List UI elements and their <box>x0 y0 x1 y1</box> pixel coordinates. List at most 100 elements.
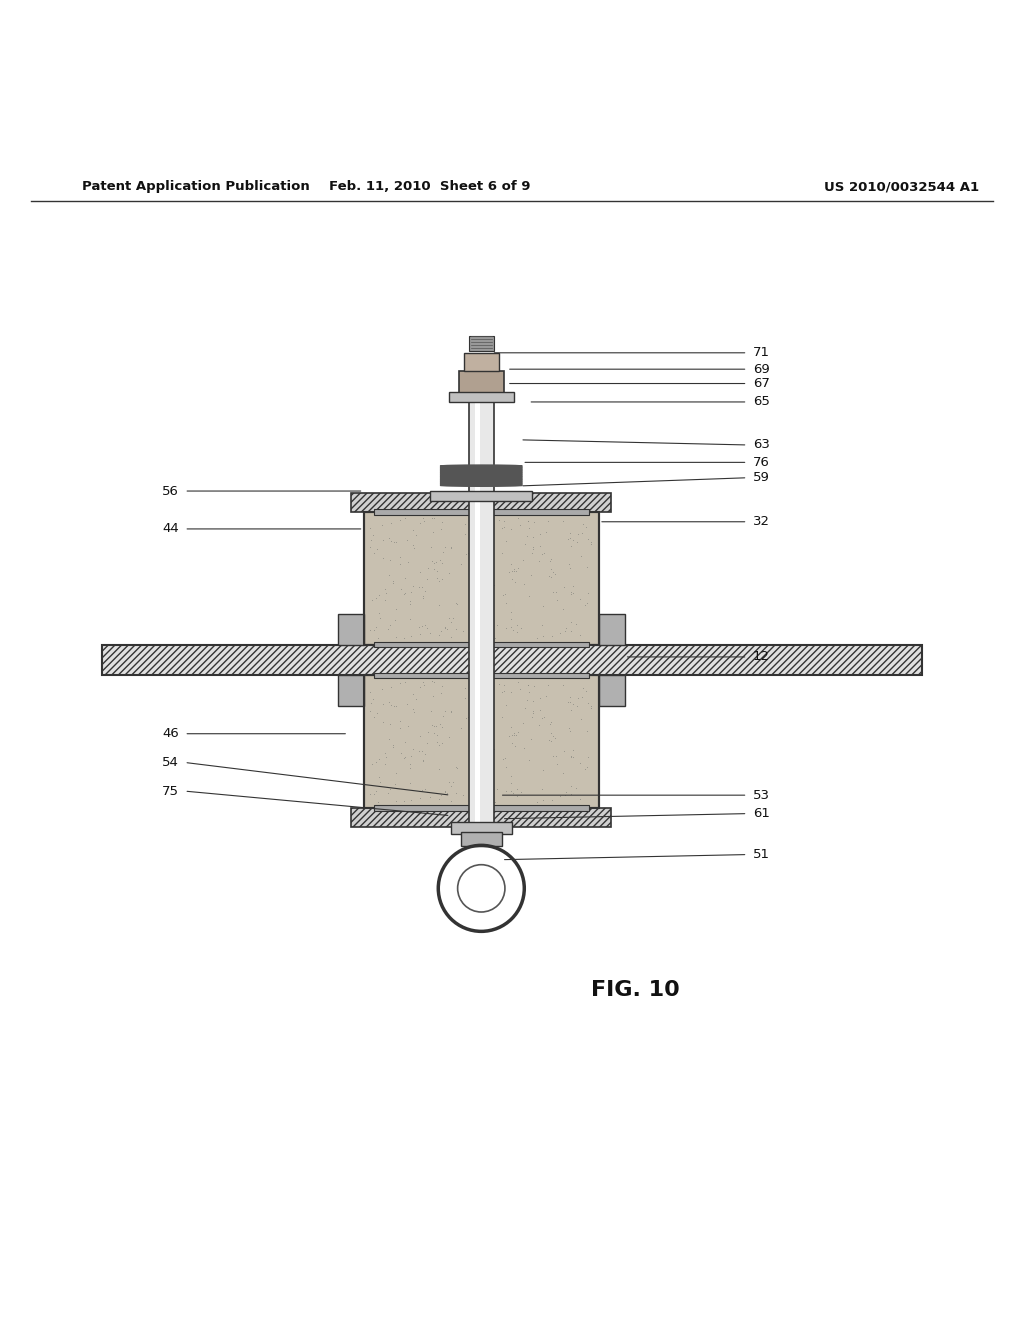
Point <box>378 747 394 768</box>
Point <box>516 697 532 718</box>
Point <box>545 725 561 746</box>
Point <box>490 673 507 694</box>
Point <box>375 529 391 550</box>
Point <box>414 615 430 636</box>
Point <box>404 535 421 556</box>
Point <box>471 788 487 809</box>
Point <box>432 714 449 735</box>
Point <box>497 583 513 605</box>
Point <box>570 524 587 545</box>
Point <box>449 619 465 640</box>
Point <box>504 569 520 590</box>
Point <box>541 730 557 751</box>
Point <box>523 727 540 748</box>
Point <box>380 619 396 640</box>
Point <box>471 623 487 644</box>
Point <box>375 711 391 733</box>
Point <box>406 702 422 723</box>
Point <box>579 556 595 577</box>
Point <box>471 583 487 605</box>
Point <box>548 582 564 603</box>
Point <box>371 767 387 788</box>
Point <box>498 531 514 552</box>
Point <box>374 678 390 700</box>
Point <box>430 594 446 615</box>
Bar <box>364 676 599 808</box>
Bar <box>469 335 494 351</box>
Point <box>409 524 425 545</box>
Point <box>519 689 536 710</box>
Point <box>412 623 428 644</box>
Point <box>482 677 499 698</box>
Point <box>516 533 532 554</box>
Point <box>504 733 520 754</box>
Point <box>540 511 556 532</box>
Point <box>415 587 431 609</box>
Point <box>383 676 399 697</box>
Point <box>496 585 512 606</box>
Point <box>375 693 391 714</box>
Point <box>572 624 589 645</box>
Point <box>365 590 381 611</box>
Point <box>572 545 589 566</box>
Point <box>477 735 494 756</box>
Point <box>368 780 384 801</box>
Point <box>387 598 403 619</box>
Point <box>477 572 494 593</box>
Point <box>515 713 531 734</box>
Point <box>419 733 435 754</box>
Point <box>565 583 582 605</box>
Point <box>525 676 542 697</box>
Point <box>406 576 422 597</box>
Point <box>457 677 473 698</box>
Text: 65: 65 <box>753 396 769 408</box>
Point <box>482 513 499 535</box>
Point <box>472 520 488 541</box>
Point <box>571 752 588 774</box>
Point <box>371 602 387 623</box>
Point <box>509 622 525 643</box>
Point <box>485 739 502 760</box>
Bar <box>364 512 599 644</box>
Point <box>543 558 559 579</box>
Point <box>442 626 459 647</box>
Point <box>476 512 493 533</box>
Point <box>483 562 500 583</box>
Point <box>565 747 582 768</box>
Point <box>496 748 512 770</box>
Point <box>524 527 541 548</box>
Point <box>503 682 519 704</box>
Point <box>579 721 595 742</box>
Point <box>506 561 522 582</box>
Point <box>397 508 414 529</box>
Point <box>540 675 556 696</box>
Point <box>541 565 557 586</box>
Point <box>412 676 428 697</box>
Point <box>538 685 554 706</box>
Point <box>556 577 572 598</box>
Point <box>399 715 416 737</box>
Point <box>424 550 440 572</box>
Point <box>396 747 413 768</box>
Point <box>565 529 582 550</box>
Point <box>580 529 596 550</box>
Point <box>437 616 454 638</box>
Point <box>481 566 498 587</box>
Point <box>431 570 447 591</box>
Point <box>525 539 542 560</box>
Bar <box>430 491 532 502</box>
Point <box>366 620 382 642</box>
Point <box>457 688 473 709</box>
Point <box>538 521 554 543</box>
Point <box>565 693 582 714</box>
Point <box>426 558 442 579</box>
Point <box>560 692 577 713</box>
Bar <box>364 512 599 644</box>
Bar <box>475 393 480 824</box>
Point <box>385 573 401 594</box>
Text: 76: 76 <box>753 455 769 469</box>
Point <box>532 524 549 545</box>
Point <box>396 731 413 752</box>
Point <box>510 672 526 693</box>
Point <box>484 783 501 804</box>
